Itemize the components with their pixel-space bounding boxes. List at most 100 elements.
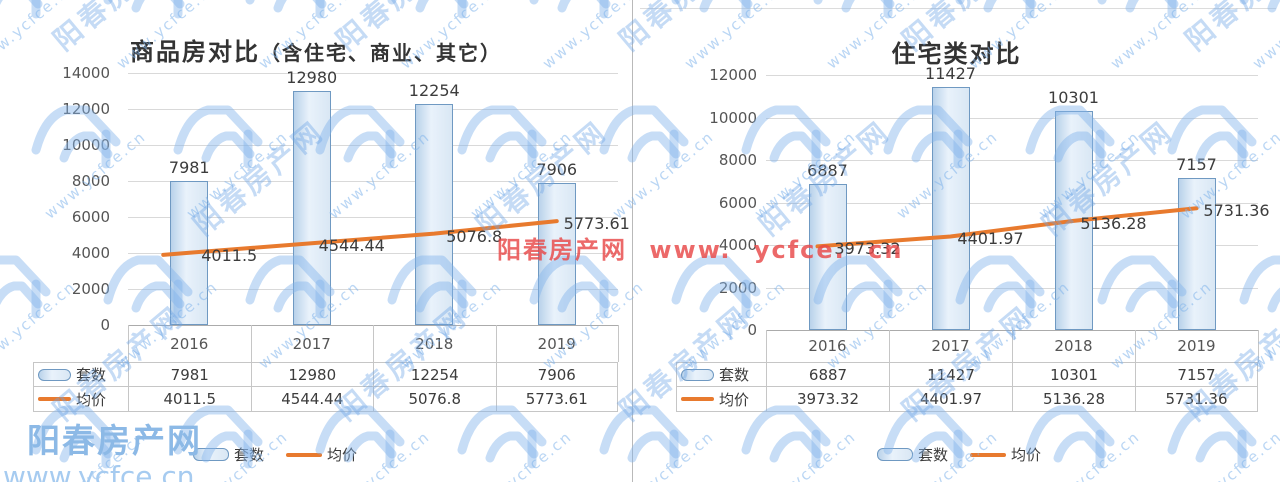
table-cell: 11427 (889, 362, 1012, 387)
y-axis-tick-label: 2000 (718, 278, 757, 297)
table-cell: 4544.44 (250, 387, 373, 412)
y-axis-tick-label: 0 (747, 321, 757, 339)
table-cell: 7906 (495, 362, 618, 387)
legend-label-avg-price: 均价 (1011, 446, 1042, 464)
table-cell: 12254 (373, 362, 496, 387)
table-column-border (618, 325, 619, 362)
line-value-label: 4011.5 (201, 245, 258, 265)
category-label: 2019 (1177, 337, 1216, 355)
gridline (766, 117, 1258, 119)
bar-2018 (415, 104, 454, 325)
table-cell: 10301 (1012, 362, 1135, 387)
y-axis-tick-label: 10000 (709, 108, 757, 127)
line-value-label: 5773.61 (563, 214, 630, 234)
category-label: 2018 (1054, 337, 1093, 355)
bar-value-label: 12254 (408, 81, 460, 101)
table-cell: 3973.32 (766, 387, 889, 412)
table-cell: 12980 (250, 362, 373, 387)
line-swatch-icon (38, 397, 71, 401)
line-value-label: 4401.97 (957, 229, 1024, 249)
table-column-border (128, 325, 129, 362)
y-axis-tick-label: 6000 (71, 208, 110, 226)
gridline (128, 73, 618, 74)
panel-divider (632, 0, 633, 482)
bar-value-label: 7906 (536, 159, 578, 179)
y-axis-tick-label: 10000 (62, 136, 110, 154)
avg-price-line (161, 219, 559, 257)
bar-value-label: 10301 (1048, 88, 1099, 108)
line-value-label: 5731.36 (1203, 201, 1270, 221)
chart-title-text: 商品房对比 (130, 37, 260, 66)
legend-label-avg-price: 均价 (327, 446, 358, 464)
table-row-label-text: 均价 (719, 390, 750, 409)
gridline (128, 181, 618, 182)
y-axis-tick-label: 0 (100, 316, 110, 334)
table-column-border (766, 330, 767, 362)
table-column-border (1012, 330, 1013, 362)
line-series-swatch-icon (970, 452, 1007, 457)
y-axis-tick-label: 6000 (718, 193, 757, 212)
table-row-label-text: 均价 (76, 390, 107, 409)
bar-series-swatch-icon (877, 448, 913, 461)
y-axis-tick-label: 14000 (62, 64, 110, 82)
table-cell: 5076.8 (373, 387, 496, 412)
legend-label-units: 套数 (234, 446, 265, 464)
bar-swatch-icon (681, 368, 714, 381)
line-value-label: 5076.8 (446, 226, 503, 246)
y-axis-tick-label: 8000 (71, 172, 110, 190)
gridline (128, 145, 618, 146)
table-column-border (250, 325, 252, 362)
table-column-border (495, 325, 497, 362)
gridline (128, 217, 618, 218)
legend-label-units: 套数 (918, 446, 949, 464)
line-series-swatch-icon (286, 452, 323, 457)
table-cell: 7157 (1135, 362, 1258, 387)
legend-commodity: 套数 均价 (193, 444, 357, 465)
avg-price-polyline (161, 219, 559, 257)
table-column-border (1135, 330, 1136, 362)
category-label: 2016 (170, 334, 209, 353)
category-label: 2017 (931, 337, 970, 355)
chart-panel-commodity-housing: 商品房对比（含住宅、商业、其它） 14000 12000 10000 8000 6000… (0, 0, 632, 482)
line-value-label: 5136.28 (1080, 213, 1147, 233)
y-axis-tick-label: 8000 (718, 151, 757, 169)
bar-value-label: 7157 (1176, 154, 1217, 174)
gridline (766, 287, 1258, 289)
chart-panel-residential: 住宅类对比 12000 10000 8000 6000 4000 2000 0 6887 114… (633, 0, 1280, 482)
gridline (766, 160, 1258, 161)
gridline (128, 253, 618, 254)
category-label: 2019 (537, 334, 576, 353)
y-axis-tick-label: 2000 (71, 280, 110, 298)
table-row-label-text: 套数 (719, 366, 750, 384)
line-value-label: 3973.32 (834, 238, 901, 258)
table-column-border (1258, 330, 1259, 362)
y-axis-tick-label: 12000 (62, 100, 110, 118)
y-axis-tick-label: 4000 (718, 236, 757, 254)
table-cell: 5731.36 (1135, 387, 1258, 412)
gridline (128, 289, 618, 290)
chart-title-residential: 住宅类对比 (633, 34, 1280, 69)
bar-value-label: 12980 (286, 68, 338, 88)
table-cell: 5773.61 (495, 387, 618, 412)
table-column-border (889, 330, 890, 362)
bar-2019 (1177, 177, 1216, 330)
avg-price-line (815, 206, 1199, 249)
table-column-border (373, 325, 374, 362)
table-cell: 5136.28 (1012, 387, 1135, 412)
gridline (766, 75, 1258, 76)
table-cell: 7981 (128, 362, 251, 387)
bar-2019 (537, 182, 576, 325)
table-cell: 4011.5 (128, 387, 251, 412)
category-label: 2018 (415, 334, 454, 353)
table-row-label: 均价 (676, 387, 766, 412)
avg-price-polyline (815, 206, 1199, 249)
table-row-label: 套数 (33, 362, 128, 387)
bar-2017 (292, 91, 331, 325)
chart-title-commodity: 商品房对比（含住宅、商业、其它） (0, 32, 632, 67)
bar-2016 (808, 183, 847, 330)
gridline (128, 109, 618, 110)
table-cell: 6887 (766, 362, 889, 387)
chart-title-suffix: （含住宅、商业、其它） (260, 40, 502, 65)
line-value-label: 4544.44 (318, 236, 385, 256)
